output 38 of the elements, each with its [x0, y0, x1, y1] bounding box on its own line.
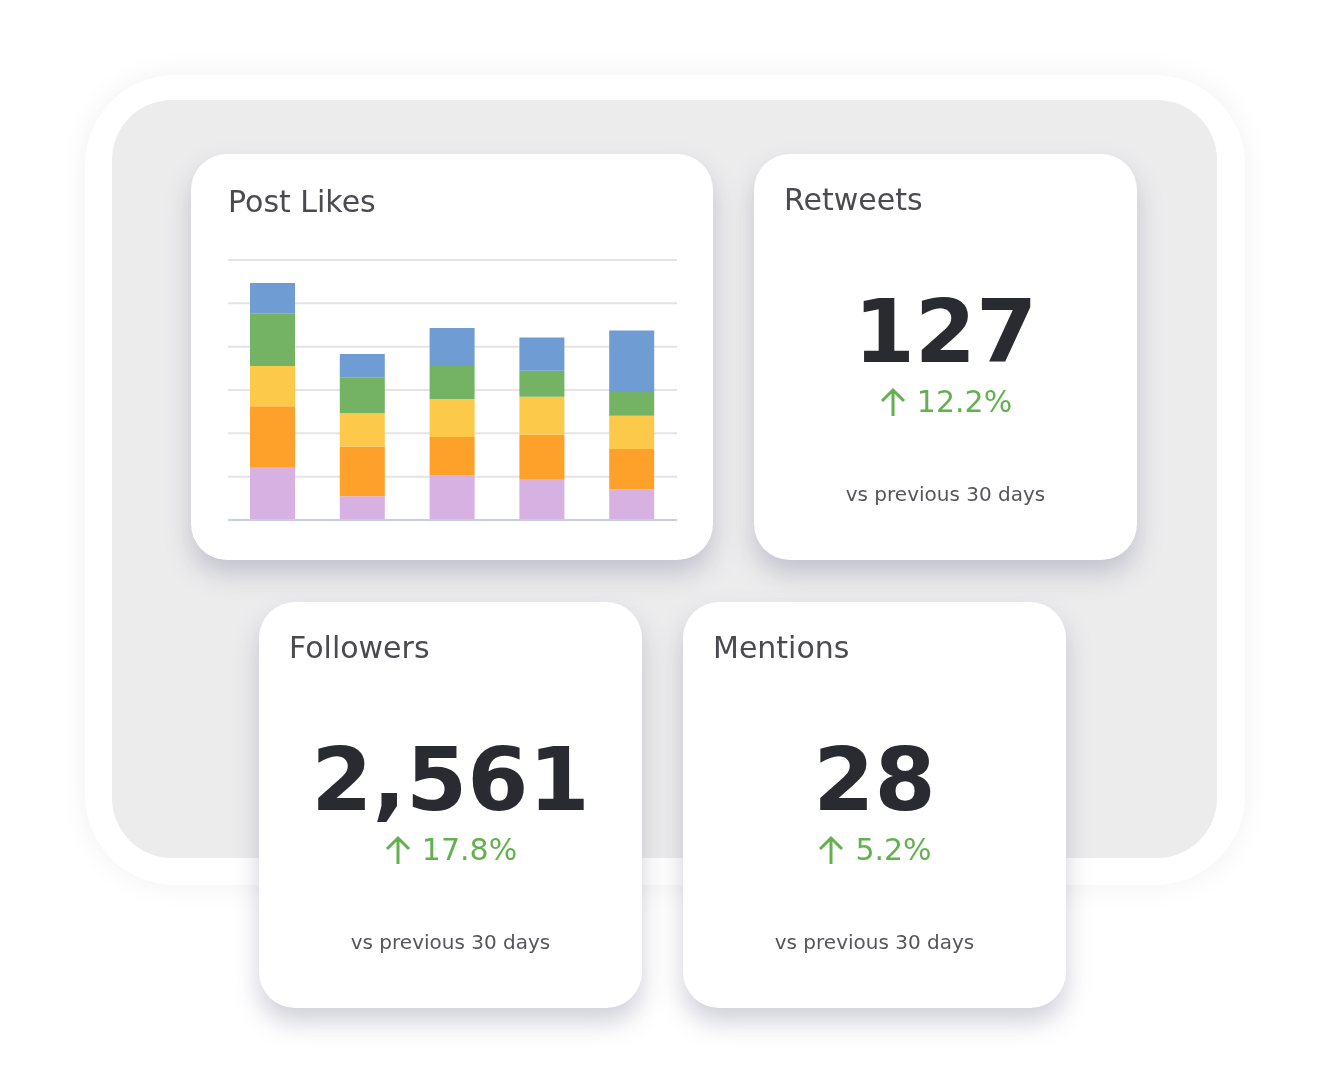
text: Retweets: [784, 182, 923, 217]
text: 28: [812, 728, 937, 831]
text: 12.2%: [916, 384, 1013, 419]
text: 17.8%: [421, 832, 518, 867]
bar: [519, 396, 565, 435]
bar: [339, 377, 385, 414]
bar: [429, 474, 475, 520]
bar: [429, 328, 475, 366]
text: 5.2%: [855, 832, 932, 867]
bar: [609, 330, 655, 393]
bar: [429, 437, 475, 475]
text: vs previous 30 days: [773, 930, 976, 954]
bar: [609, 489, 655, 520]
bar: [519, 434, 565, 480]
bar: [250, 406, 295, 468]
bar: [519, 479, 565, 520]
bar: [339, 446, 385, 497]
text: vs previous 30 days: [349, 930, 552, 954]
text: Followers: [289, 630, 430, 665]
bar: [519, 337, 565, 371]
bar: [250, 313, 295, 366]
chart-title: Post Likes: [228, 184, 376, 219]
bar: [609, 392, 655, 416]
bar: [250, 365, 295, 407]
bar: [250, 467, 295, 520]
bar: [250, 282, 295, 314]
bar: [339, 354, 385, 378]
text: 2,561: [310, 728, 591, 831]
bar: [339, 413, 385, 447]
text: 127: [852, 280, 1039, 383]
bar: [519, 370, 565, 397]
bar: [429, 365, 475, 400]
bar: [609, 448, 655, 490]
bar: [429, 399, 475, 438]
bar: [339, 496, 385, 520]
bar: [609, 415, 655, 449]
text: vs previous 30 days: [844, 482, 1047, 506]
text: Mentions: [713, 630, 850, 665]
